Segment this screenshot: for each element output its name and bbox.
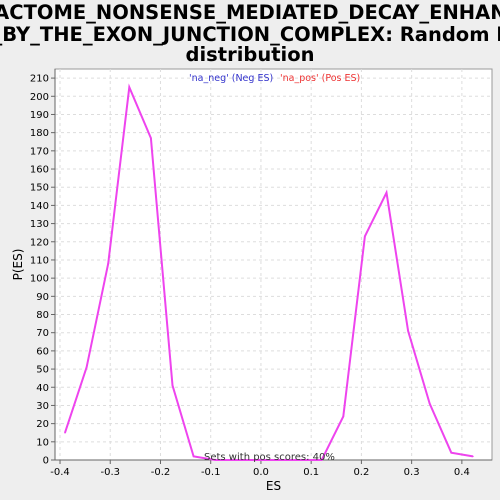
data-point [214,459,217,461]
x-tick-label: 0.1 [303,467,319,478]
legend-entry: 'na_neg' (Neg ES) [189,73,273,84]
pos-score-annotation: Sets with pos scores: 40% [204,452,335,463]
x-tick-label: 0.0 [253,467,269,478]
x-tick-label: 0.2 [353,467,369,478]
y-tick-label: 80 [36,310,49,321]
x-tick-label: 0.4 [454,467,470,478]
y-axis-label: P(ES) [11,249,25,281]
y-tick-label: 150 [30,183,49,194]
data-point [85,366,88,369]
data-point [171,384,174,387]
y-tick-label: 10 [36,437,49,448]
data-point [407,330,409,332]
y-tick-label: 210 [30,74,49,85]
x-tick-label: 0.3 [404,467,420,478]
y-tick-label: 20 [36,419,49,430]
chart-title-line: D_BY_THE_EXON_JUNCTION_COMPLEX: Random E… [0,23,500,46]
y-tick-label: 110 [30,255,49,266]
x-tick-label: -0.2 [151,467,171,478]
y-tick-label: 160 [30,165,49,176]
data-point [364,235,366,238]
y-tick-label: 200 [30,92,49,103]
data-point [428,402,431,405]
y-tick-label: 40 [36,383,49,394]
plot-area [54,68,493,461]
y-tick-label: 140 [30,201,49,212]
y-tick-label: 190 [30,110,49,121]
data-point [192,455,195,458]
y-tick-label: 100 [30,274,49,285]
chart-title-line: distribution [186,43,315,66]
y-tick-label: 60 [36,346,49,357]
data-point [472,455,474,458]
data-point [150,137,152,139]
x-tick-label: -0.4 [50,467,70,478]
y-tick-label: 30 [36,401,49,412]
y-tick-label: 90 [36,292,49,303]
y-tick-label: 130 [30,219,49,230]
y-tick-label: 50 [36,365,49,376]
x-axis-label: ES [266,479,281,493]
legend-entry: 'na_pos' (Pos ES) [280,73,360,84]
data-point [320,459,323,461]
x-tick-label: -0.3 [100,467,120,478]
data-point [64,431,66,434]
data-point [385,191,388,194]
data-point [107,262,110,265]
data-point [342,415,345,418]
y-tick-label: 170 [30,146,49,157]
y-tick-label: 180 [30,128,49,139]
y-tick-label: 0 [43,456,49,467]
x-tick-label: -0.1 [201,467,221,478]
y-tick-label: 120 [30,237,49,248]
series-line [64,83,474,461]
chart-title-line: REACTOME_NONSENSE_MEDIATED_DECAY_ENHANCE [0,1,500,24]
data-point [450,451,453,454]
y-tick-label: 70 [36,328,49,339]
data-point [128,86,131,88]
